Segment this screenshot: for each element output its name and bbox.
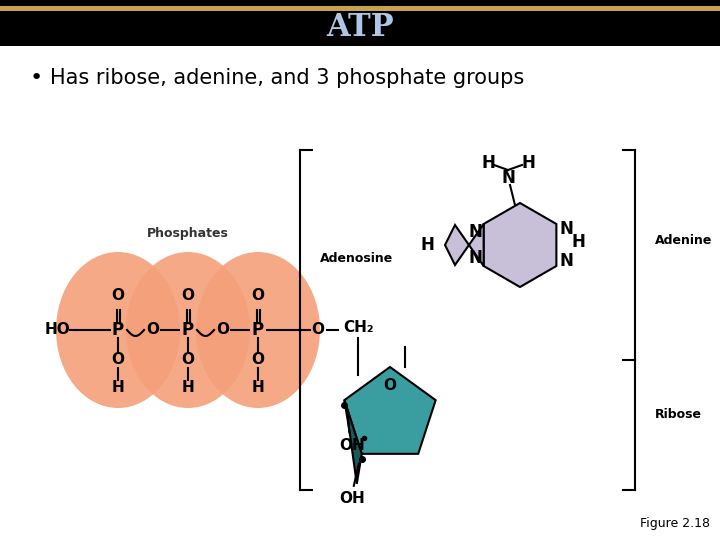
Text: Adenosine: Adenosine [320, 252, 393, 265]
Bar [0, 0, 720, 46]
Text: OH: OH [339, 491, 364, 507]
Text: H: H [181, 381, 194, 395]
Text: O: O [181, 353, 194, 368]
Text: N: N [469, 249, 482, 267]
Text: N: N [469, 223, 482, 241]
Text: O: O [112, 287, 125, 302]
Text: O: O [384, 377, 397, 393]
Text: Phosphates: Phosphates [147, 226, 229, 240]
Text: P: P [182, 321, 194, 339]
Text: HO: HO [45, 322, 71, 338]
Ellipse shape [56, 252, 180, 408]
Text: H: H [521, 154, 535, 172]
Polygon shape [344, 400, 361, 484]
Text: O: O [251, 287, 264, 302]
Text: H: H [112, 381, 125, 395]
Ellipse shape [196, 252, 320, 408]
Text: O: O [181, 287, 194, 302]
Text: P: P [252, 321, 264, 339]
Text: Ribose: Ribose [655, 408, 702, 422]
Text: H: H [572, 233, 585, 251]
Text: O: O [251, 353, 264, 368]
Text: N: N [501, 169, 515, 187]
Text: O: O [146, 322, 160, 338]
Text: ATP: ATP [326, 12, 394, 44]
Polygon shape [344, 367, 436, 454]
Polygon shape [484, 203, 557, 287]
Text: H: H [420, 236, 434, 254]
Text: H: H [251, 381, 264, 395]
Polygon shape [445, 224, 484, 266]
Text: OH: OH [339, 437, 365, 453]
Text: O: O [312, 322, 325, 338]
Text: H: H [481, 154, 495, 172]
Bar [0, 6, 720, 11]
Text: N: N [559, 220, 573, 238]
Text: •: • [30, 68, 43, 88]
Text: P: P [112, 321, 124, 339]
Text: O: O [217, 322, 230, 338]
Text: N: N [559, 252, 573, 270]
Text: Has ribose, adenine, and 3 phosphate groups: Has ribose, adenine, and 3 phosphate gro… [50, 68, 524, 88]
Text: CH₂: CH₂ [343, 320, 373, 334]
Text: Figure 2.18: Figure 2.18 [640, 517, 710, 530]
Text: Adenine: Adenine [655, 233, 712, 246]
Ellipse shape [126, 252, 250, 408]
Text: O: O [112, 353, 125, 368]
